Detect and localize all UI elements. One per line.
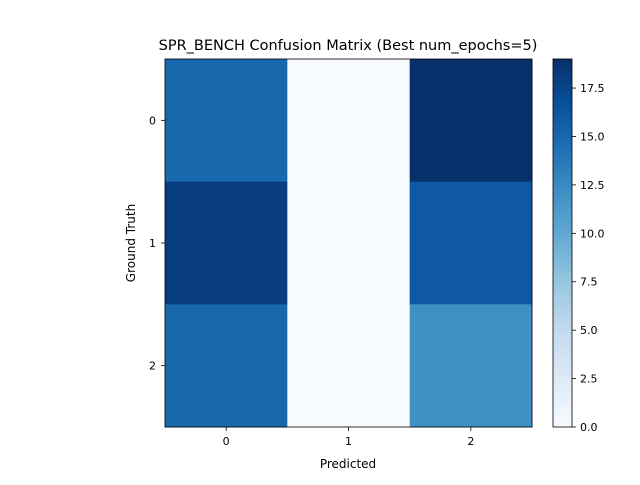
colorbar-tick-label: 12.5 (580, 179, 605, 192)
x-tick-label: 1 (345, 435, 352, 448)
x-axis-label: Predicted (320, 457, 376, 471)
x-tick-label: 2 (467, 435, 474, 448)
y-tick-label: 1 (149, 237, 156, 250)
heatmap-cell (287, 181, 411, 305)
y-tick-label: 2 (149, 360, 156, 373)
heatmap-cell (409, 304, 533, 428)
heatmap-cell (287, 59, 411, 183)
heatmap-cell (409, 59, 533, 183)
colorbar-tick-label: 7.5 (580, 276, 598, 289)
heatmap-cells (165, 59, 533, 428)
heatmap-cell (165, 181, 288, 305)
colorbar-tick-label: 5.0 (580, 324, 598, 337)
heatmap-cell (409, 181, 533, 305)
colorbar-tick-label: 15.0 (580, 130, 605, 143)
colorbar-tick-label: 17.5 (580, 82, 605, 95)
heatmap-cell (165, 304, 288, 428)
heatmap-cell (287, 304, 411, 428)
y-axis-ticks: 0 1 2 (149, 114, 165, 373)
colorbar (552, 58, 573, 428)
chart-title: SPR_BENCH Confusion Matrix (Best num_epo… (159, 38, 538, 54)
x-axis-ticks: 0 1 2 (223, 427, 474, 448)
heatmap-cell (165, 59, 288, 183)
y-tick-label: 0 (149, 114, 156, 127)
x-tick-label: 0 (223, 435, 230, 448)
colorbar-tick-label: 2.5 (580, 373, 598, 386)
colorbar-ticks: 0.0 2.5 5.0 7.5 10.0 12.5 15.0 17.5 (572, 82, 605, 434)
y-axis-label: Ground Truth (124, 204, 138, 282)
colorbar-tick-label: 0.0 (580, 421, 598, 434)
colorbar-tick-label: 10.0 (580, 227, 605, 240)
